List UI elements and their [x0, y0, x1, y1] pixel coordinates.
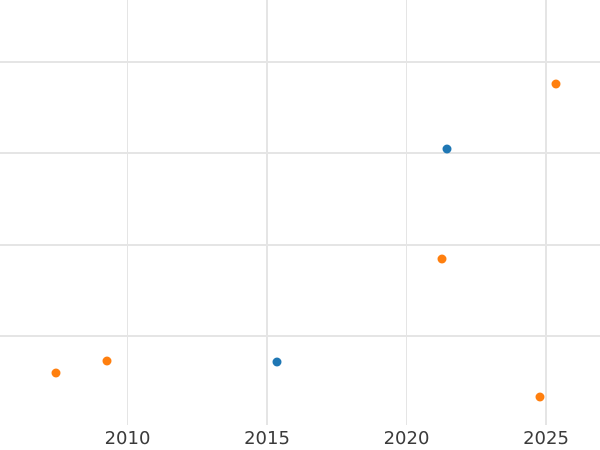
- y-gridline: [0, 244, 600, 246]
- x-tick-label: 2015: [244, 428, 290, 449]
- scatter-point-orange: [551, 79, 561, 89]
- x-gridline: [405, 0, 408, 425]
- x-tick-label: 2020: [383, 428, 430, 449]
- scatter-point-orange: [535, 392, 545, 402]
- x-gridline: [545, 0, 547, 425]
- x-gridline: [266, 0, 268, 425]
- x-gridline: [126, 0, 129, 425]
- scatter-point-orange: [437, 254, 447, 264]
- x-tick-label: 2025: [523, 428, 569, 449]
- y-gridline: [0, 61, 600, 63]
- scatter-point-blue: [272, 357, 282, 367]
- scatter-point-orange: [102, 356, 112, 366]
- scatter-point-orange: [51, 368, 61, 378]
- y-gridline: [0, 152, 600, 154]
- scatter-point-blue: [442, 144, 452, 154]
- x-tick-label: 2010: [104, 428, 151, 449]
- y-gridline: [0, 335, 600, 337]
